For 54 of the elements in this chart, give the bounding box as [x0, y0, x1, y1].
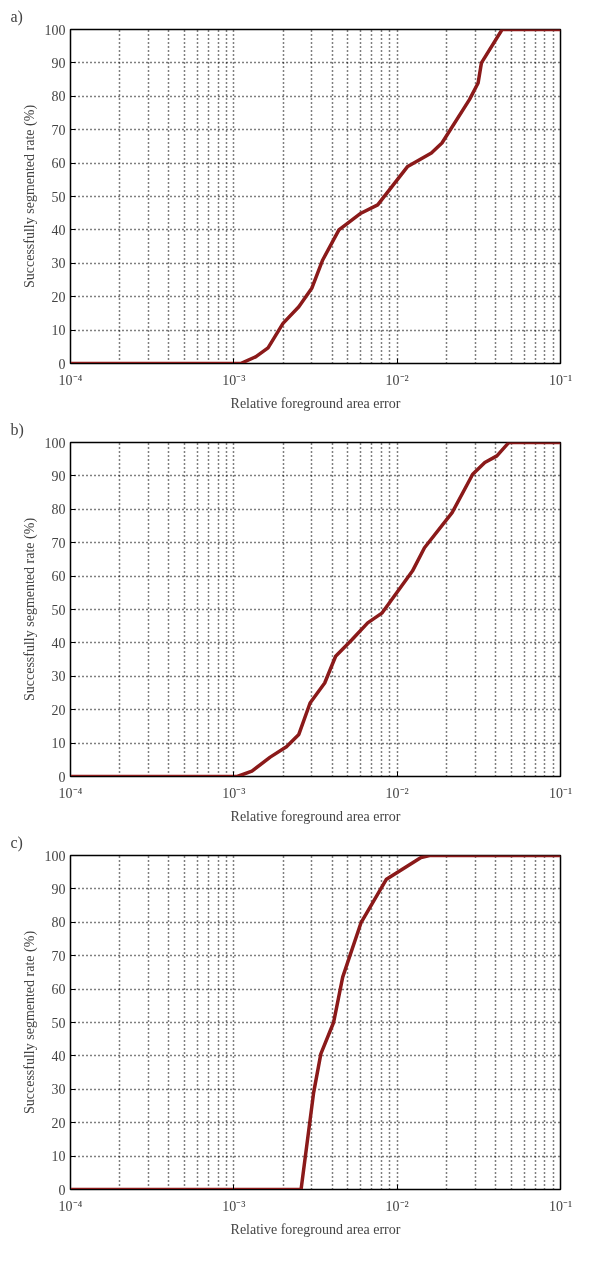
x-tick-label: 10⁻¹: [548, 1198, 573, 1214]
y-tick-label: 60: [51, 569, 66, 585]
y-tick-label: 80: [51, 502, 66, 518]
y-axis-title: Successfully segmented rate (%): [21, 517, 38, 702]
y-tick-label: 20: [51, 289, 66, 305]
y-tick-label: 90: [51, 55, 66, 71]
y-tick-label: 0: [58, 769, 66, 785]
y-tick-label: 100: [44, 848, 66, 864]
y-tick-label: 100: [44, 22, 66, 38]
y-tick-label: 10: [51, 736, 66, 752]
y-tick-label: 0: [58, 1182, 66, 1198]
x-tick-label: 10⁻²: [385, 1198, 409, 1214]
x-axis-title: Relative foreground area error: [230, 395, 401, 411]
x-tick-label: 10⁻³: [222, 1198, 246, 1214]
y-tick-label: 50: [51, 602, 66, 618]
y-tick-label: 70: [51, 535, 66, 551]
x-tick-label: 10⁻¹: [548, 372, 573, 388]
y-tick-label: 80: [51, 915, 66, 931]
y-tick-label: 10: [51, 323, 66, 339]
x-axis-title: Relative foreground area error: [230, 1221, 401, 1237]
y-tick-label: 20: [51, 1115, 66, 1131]
y-tick-label: 100: [44, 435, 66, 451]
y-tick-label: 40: [51, 1048, 66, 1064]
x-tick-label: 10⁻²: [385, 372, 409, 388]
y-tick-label: 40: [51, 222, 66, 238]
y-tick-label: 60: [51, 156, 66, 172]
x-tick-label: 10⁻⁴: [58, 785, 83, 801]
y-tick-label: 0: [58, 356, 66, 372]
y-tick-label: 90: [51, 881, 66, 897]
y-tick-label: 30: [51, 256, 66, 272]
y-tick-label: 70: [51, 122, 66, 138]
y-tick-label: 10: [51, 1149, 66, 1165]
chart-title: c): [10, 833, 23, 852]
y-axis-title: Successfully segmented rate (%): [21, 104, 38, 289]
x-tick-label: 10⁻²: [385, 785, 409, 801]
x-tick-label: 10⁻³: [222, 785, 246, 801]
x-tick-label: 10⁻³: [222, 372, 246, 388]
x-axis-title: Relative foreground area error: [230, 808, 401, 824]
y-tick-label: 80: [51, 89, 66, 105]
y-tick-label: 60: [51, 982, 66, 998]
chart-title: a): [10, 7, 23, 26]
y-tick-label: 50: [51, 1015, 66, 1031]
x-tick-label: 10⁻⁴: [58, 1198, 83, 1214]
y-tick-label: 70: [51, 948, 66, 964]
y-tick-label: 90: [51, 468, 66, 484]
y-tick-label: 20: [51, 702, 66, 718]
y-axis-title: Successfully segmented rate (%): [21, 930, 38, 1115]
y-tick-label: 50: [51, 189, 66, 205]
x-tick-label: 10⁻¹: [548, 785, 573, 801]
y-tick-label: 30: [51, 1082, 66, 1098]
chart-title: b): [10, 420, 24, 439]
y-tick-label: 30: [51, 669, 66, 685]
y-tick-label: 40: [51, 635, 66, 651]
x-tick-label: 10⁻⁴: [58, 372, 83, 388]
